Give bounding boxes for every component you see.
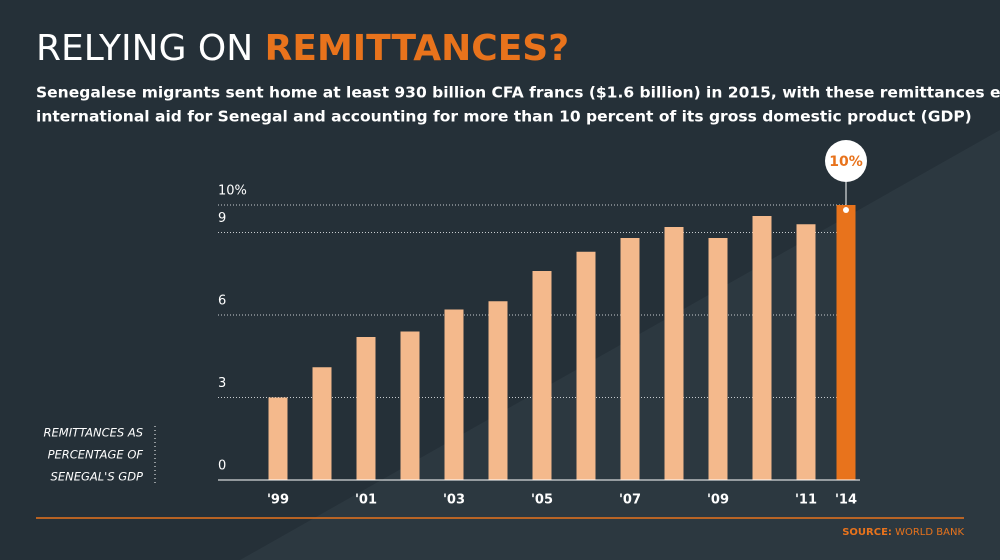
annotation-bubble [825,140,867,182]
title-part: RELYING ON [36,28,265,69]
bar [488,301,508,480]
value-label: 10% [829,154,863,170]
bar [312,367,332,480]
x-tick-label: '03 [443,493,465,508]
bar [576,251,596,480]
x-tick-label: '05 [531,493,553,508]
bar [400,331,420,480]
y-tick-label: 10% [218,184,247,199]
bar [356,337,376,480]
y-axis-label: PERCENTAGE OF [48,448,144,462]
y-tick-label: 6 [218,294,226,309]
y-tick-label: 3 [218,376,226,391]
y-axis-label: SENEGAL'S GDP [51,470,144,484]
bar [836,205,856,480]
bar [620,238,640,480]
y-tick-label: 0 [218,459,226,474]
source-label: SOURCE: [842,527,892,538]
x-tick-label: '99 [267,493,289,508]
annotation-dot [843,207,849,213]
x-tick-label: '11 [795,493,817,508]
chart-title: RELYING ON REMITTANCES? [36,28,569,69]
bar [708,238,728,480]
bar [752,216,772,480]
x-tick-label: '14 [835,493,857,508]
bar [664,227,684,480]
x-tick-label: '09 [707,493,729,508]
source: SOURCE: WORLD BANK [842,527,964,538]
subtitle: international aid for Senegal and accoun… [36,108,972,126]
bar [796,224,816,480]
x-tick-label: '07 [619,493,641,508]
source-name: WORLD BANK [892,527,965,538]
x-tick-label: '01 [355,493,377,508]
bar [444,309,464,480]
bar [532,271,552,480]
title-highlight: REMITTANCES? [265,28,570,69]
y-axis-label: REMITTANCES AS [44,426,143,440]
subtitle: Senegalese migrants sent home at least 9… [36,84,1000,102]
bar [268,397,288,480]
y-tick-label: 9 [218,211,226,226]
